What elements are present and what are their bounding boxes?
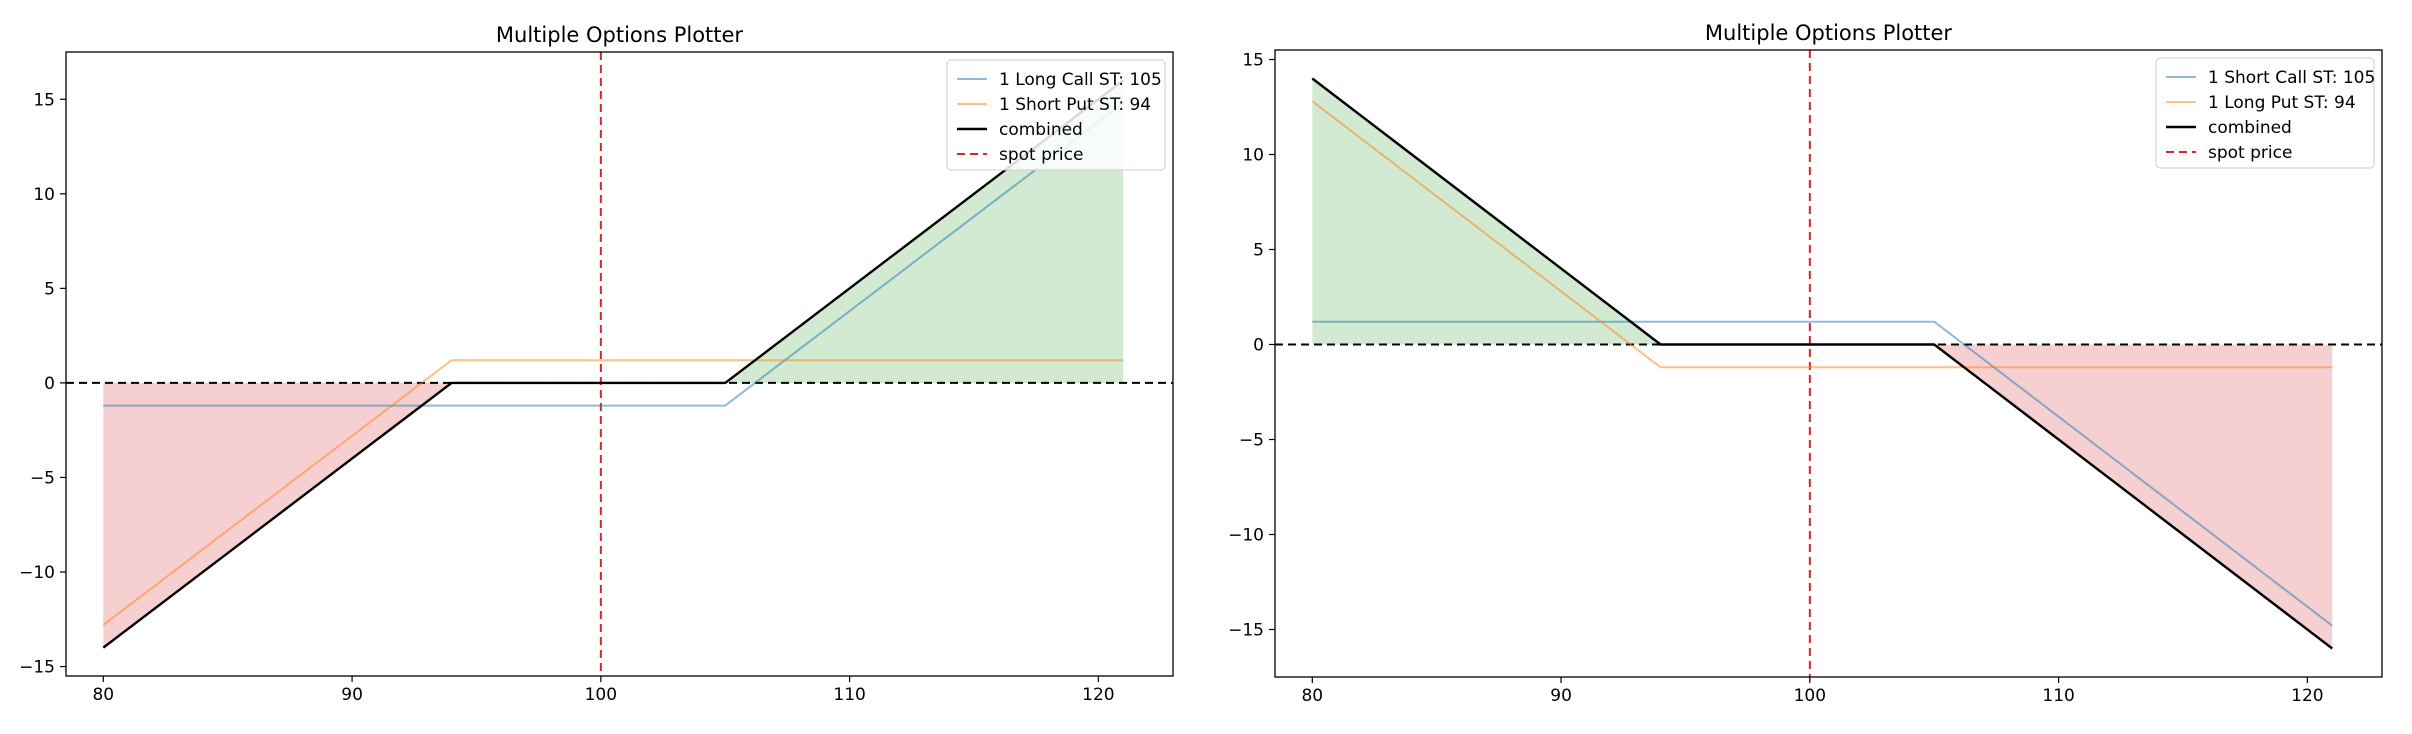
- combined-line: [1311, 77, 2333, 650]
- y-tick-label: 15: [1242, 51, 1264, 71]
- legend: 1 Short Call ST: 105 1 Long Put ST: 94 com…: [2155, 57, 2375, 169]
- axes-frame: [65, 51, 1174, 677]
- legend-entry-label: 1 Long Call ST: 105: [999, 70, 1162, 90]
- chart-title: Multiple Options Plotter: [1705, 21, 1953, 45]
- combined-line: [102, 79, 1124, 649]
- x-tick-label: 90: [1550, 686, 1572, 706]
- x-tick-label: 80: [1301, 686, 1323, 706]
- chart-title: Multiple Options Plotter: [496, 23, 744, 47]
- y-tick-label: 0: [1253, 336, 1264, 356]
- x-tick-label: 120: [2291, 686, 2323, 706]
- y-tick-label: −5: [30, 468, 55, 488]
- y-tick-label: −10: [19, 563, 55, 583]
- legend-entry-label: combined: [999, 120, 1083, 140]
- legend: 1 Long Call ST: 105 1 Short Put ST: 94 com…: [946, 59, 1166, 171]
- legend-entry-label: spot price: [999, 145, 1083, 165]
- y-tick-label: 0: [44, 374, 55, 394]
- legend-entry-label: 1 Short Put ST: 94: [999, 95, 1151, 115]
- y-tick-label: −5: [1239, 431, 1264, 451]
- x-tick-label: 110: [833, 685, 865, 705]
- x-tick-label: 110: [2042, 686, 2074, 706]
- loss-fill-region: [1312, 344, 2333, 649]
- legend-box: [946, 59, 1166, 171]
- y-tick-label: 5: [44, 279, 55, 299]
- chart-long-call-short-put: 80 90 100 110 120 −15 −10 −5 0 5 10 15 Multiple Opti…: [19, 23, 1174, 705]
- x-tick-label: 100: [585, 685, 617, 705]
- legend-box: [2155, 57, 2375, 169]
- series-line-0: [103, 102, 1124, 407]
- x-tick-label: 100: [1794, 686, 1826, 706]
- y-tick-label: 10: [33, 185, 55, 205]
- plot-area: [1275, 50, 2382, 677]
- y-tick-label: −15: [19, 658, 55, 678]
- x-tick-label: 80: [92, 685, 114, 705]
- x-tick-label: 120: [1082, 685, 1114, 705]
- chart-short-call-long-put: 80 90 100 110 120 −15 −10 −5 0 5 10 15 Multiple Opti…: [1228, 21, 2383, 706]
- y-tick-label: 10: [1242, 146, 1264, 166]
- x-tick-label: 90: [341, 685, 363, 705]
- loss-fill-region: [103, 382, 1124, 648]
- legend-entry-label: spot price: [2208, 143, 2292, 163]
- y-tick-label: −15: [1228, 621, 1264, 641]
- profit-fill-region: [1312, 78, 2333, 345]
- legend-entry-label: 1 Long Put ST: 94: [2208, 93, 2356, 113]
- profit-fill-region: [103, 80, 1124, 383]
- axes-frame: [1274, 49, 2383, 678]
- series-line-1: [1311, 100, 2333, 369]
- series-line-1: [102, 359, 1124, 626]
- y-tick-label: −10: [1228, 526, 1264, 546]
- y-tick-label: 5: [1253, 241, 1264, 261]
- plot-area: [66, 52, 1173, 676]
- legend-entry-label: combined: [2208, 118, 2292, 138]
- series-line-0: [1312, 320, 2333, 627]
- y-tick-label: 15: [33, 90, 55, 110]
- legend-entry-label: 1 Short Call ST: 105: [2208, 68, 2375, 88]
